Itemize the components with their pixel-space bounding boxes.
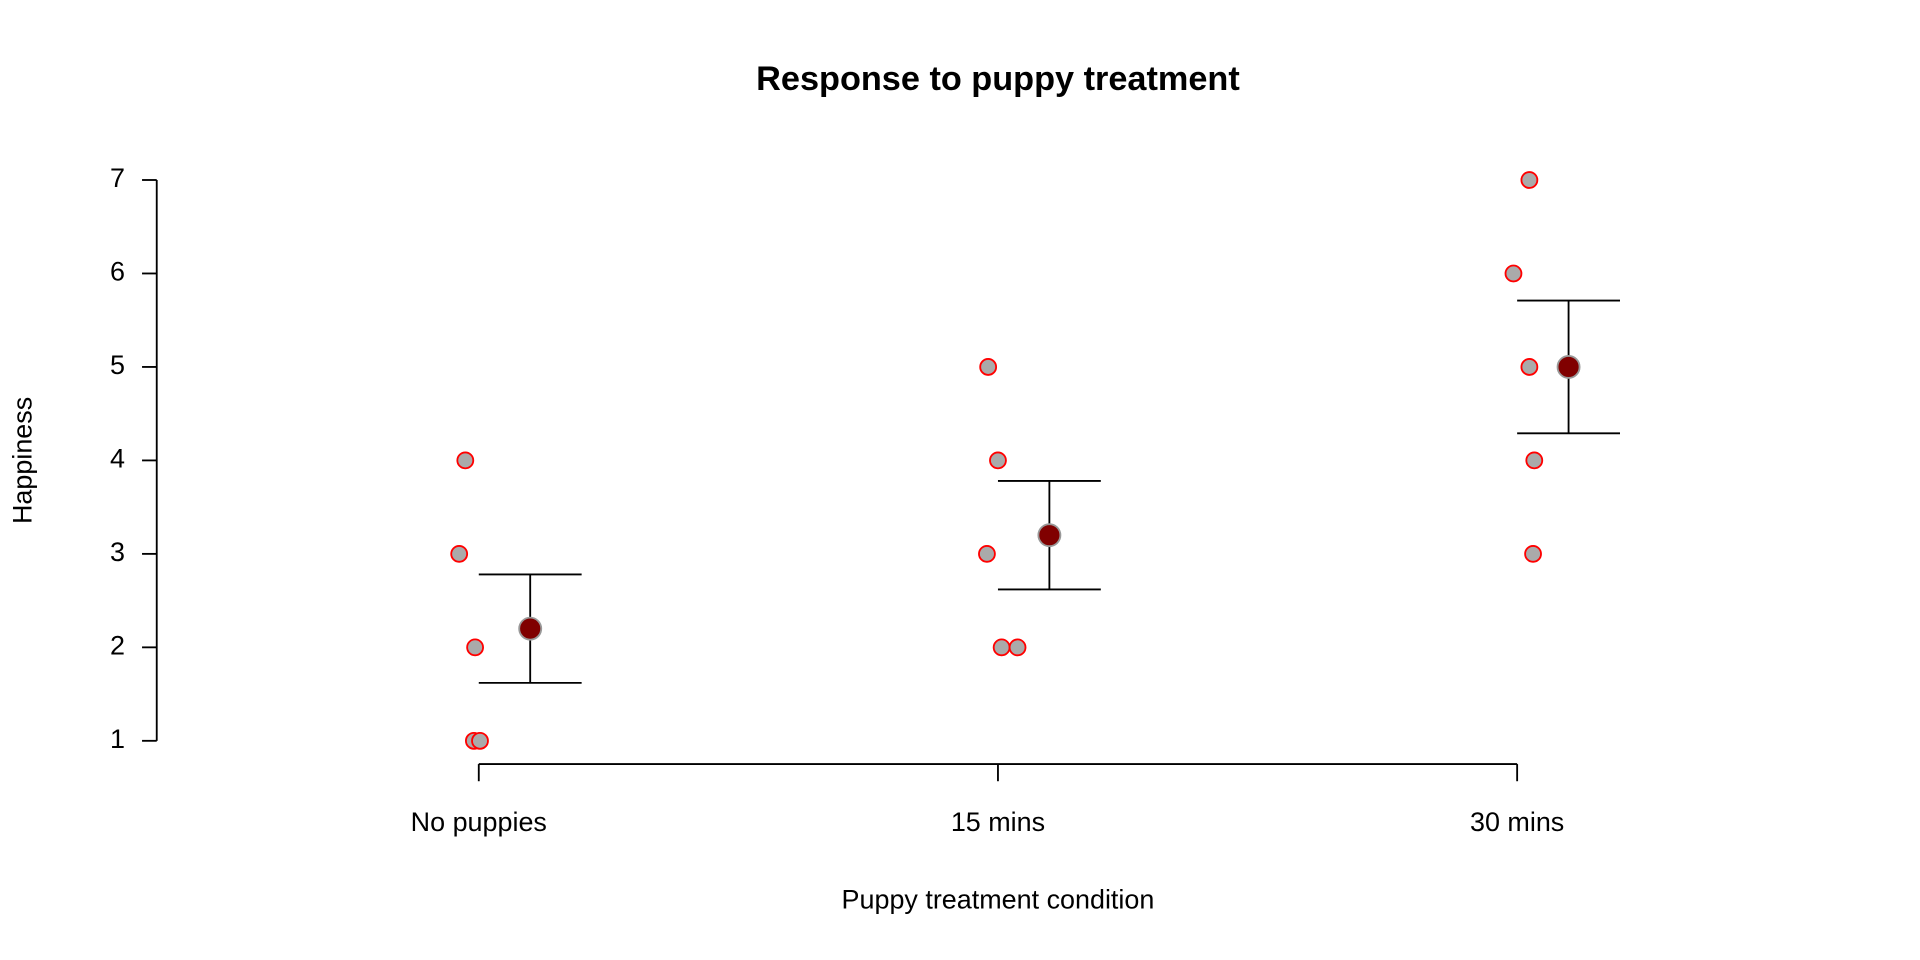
y-tick-label: 7	[110, 163, 125, 193]
data-point	[978, 545, 996, 563]
data-point	[466, 638, 484, 657]
mean-point	[1556, 354, 1581, 379]
data-point	[1524, 545, 1542, 563]
data-point	[1525, 451, 1544, 470]
mean-point	[518, 616, 543, 641]
y-tick-label: 5	[110, 350, 125, 380]
y-axis-title: Happiness	[8, 397, 38, 524]
y-tick-label: 6	[110, 257, 125, 287]
chart-title: Response to puppy treatment	[756, 60, 1240, 98]
data-point	[1520, 358, 1539, 376]
data-point	[992, 638, 1011, 657]
y-tick-label: 4	[110, 444, 125, 474]
data-point	[979, 358, 998, 376]
x-tick-label: 30 mins	[1470, 807, 1564, 837]
data-point	[1504, 264, 1523, 283]
data-point	[1520, 171, 1539, 189]
y-tick-label: 1	[110, 724, 125, 754]
data-point	[471, 731, 489, 750]
y-tick-label: 3	[110, 537, 125, 567]
data-point	[1008, 638, 1027, 657]
x-tick-label: 15 mins	[951, 807, 1045, 837]
mean-point	[1037, 523, 1062, 548]
data-point	[456, 451, 475, 470]
data-point	[989, 451, 1007, 470]
data-point	[450, 545, 469, 563]
x-axis-title: Puppy treatment condition	[842, 884, 1155, 914]
y-tick-label: 2	[110, 630, 125, 660]
x-tick-label: No puppies	[411, 807, 547, 837]
